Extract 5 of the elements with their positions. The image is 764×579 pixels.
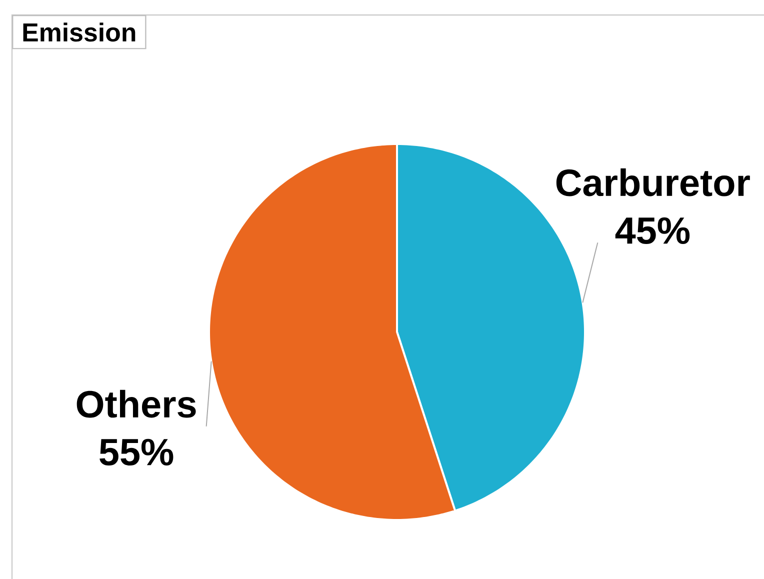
slice-label: Carburetor [556,168,750,196]
data-label: 45% [615,217,690,244]
chart-title: Emission [23,22,136,42]
data-label: 55% [100,438,174,466]
slice-label: Others [76,390,196,418]
